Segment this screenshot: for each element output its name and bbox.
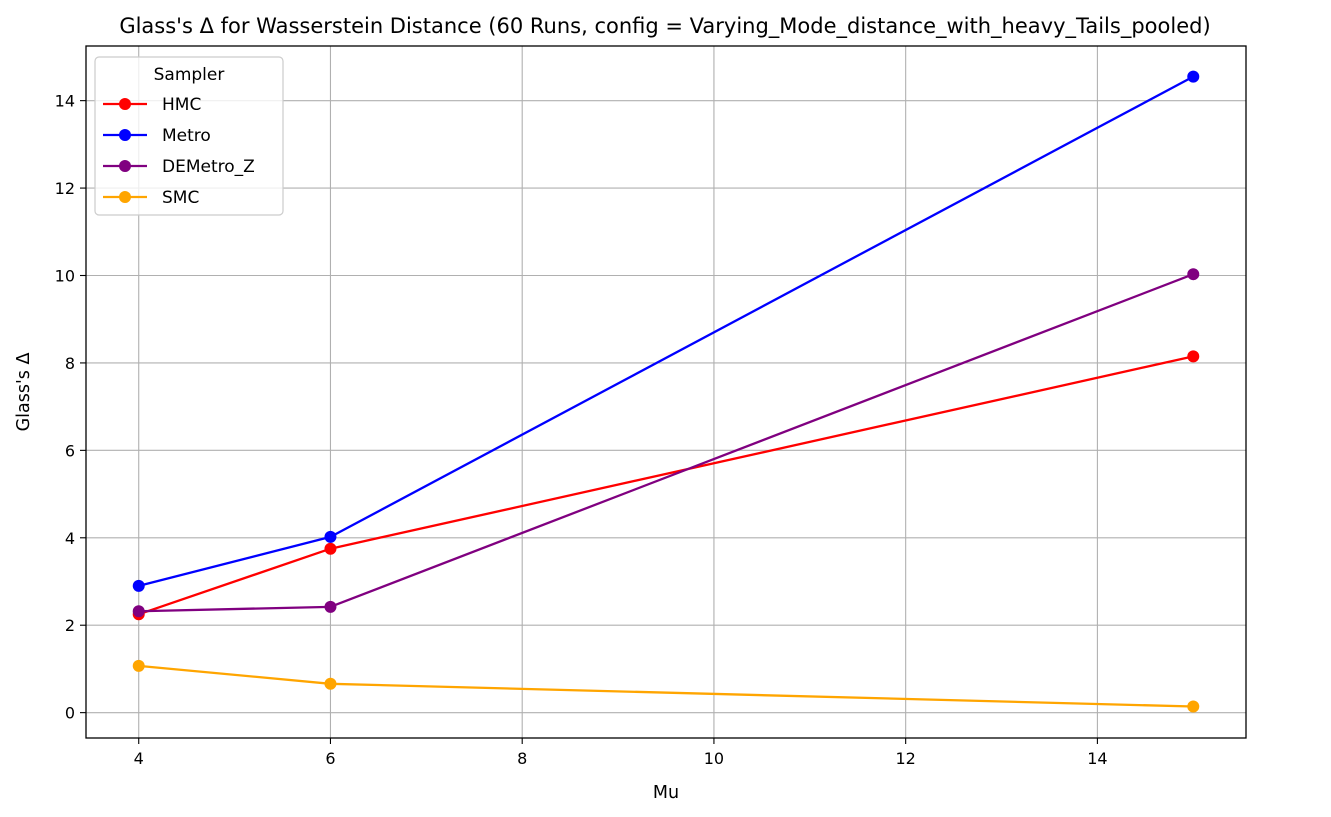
legend-title: Sampler	[154, 65, 225, 85]
legend-marker-metro	[119, 129, 131, 141]
data-point-smc	[324, 677, 337, 690]
data-point-hmc	[324, 542, 337, 555]
legend-label-hmc: HMC	[162, 95, 201, 115]
data-point-demetro-z	[1187, 268, 1200, 281]
y-tick-label: 8	[65, 354, 75, 373]
legend-item-hmc: HMC	[103, 95, 201, 115]
series-demetro-z	[132, 268, 1200, 618]
y-tick-label: 6	[65, 441, 75, 460]
legend-label-smc: SMC	[162, 188, 199, 208]
x-tick-label: 10	[704, 749, 724, 768]
x-tick-label: 8	[517, 749, 527, 768]
y-axis-label: Glass's Δ	[14, 353, 34, 432]
legend-item-smc: SMC	[103, 188, 199, 208]
grid-lines	[86, 46, 1246, 738]
x-axis-label: Mu	[653, 783, 679, 803]
data-point-metro	[132, 579, 145, 592]
data-point-demetro-z	[132, 605, 145, 618]
legend-marker-smc	[119, 191, 131, 203]
y-tick-label: 10	[55, 267, 75, 286]
data-point-smc	[1187, 700, 1200, 713]
plot-frame	[85, 45, 1247, 739]
legend-marker-demetro-z	[119, 160, 131, 172]
x-tick-label: 14	[1087, 749, 1107, 768]
legend-item-metro: Metro	[103, 126, 211, 146]
series-metro	[132, 70, 1200, 592]
x-tick-label: 12	[895, 749, 915, 768]
chart-title: Glass's Δ for Wasserstein Distance (60 R…	[119, 14, 1210, 39]
legend-item-demetro-z: DEMetro_Z	[103, 157, 255, 177]
y-tick-label: 12	[55, 179, 75, 198]
x-tick-label: 6	[325, 749, 335, 768]
y-tick-label: 2	[65, 616, 75, 635]
data-point-metro	[324, 530, 337, 543]
series-smc	[132, 659, 1200, 713]
y-tick-label: 14	[55, 92, 75, 111]
data-point-metro	[1187, 70, 1200, 83]
y-tick-label: 4	[65, 529, 75, 548]
legend-box	[94, 56, 284, 216]
series-layer	[132, 70, 1200, 713]
legend: Sampler HMC Metro DEMetro_Z SMC	[94, 56, 284, 216]
data-point-hmc	[1187, 350, 1200, 363]
legend-label-demetro-z: DEMetro_Z	[162, 157, 255, 177]
data-point-smc	[132, 659, 145, 672]
axis-ticks: 4 6 8 10 12 14 0 2 4 6 8 10 12 14	[55, 92, 1108, 768]
legend-marker-hmc	[119, 98, 131, 110]
y-tick-label: 0	[65, 704, 75, 723]
data-point-demetro-z	[324, 600, 337, 613]
legend-label-metro: Metro	[162, 126, 211, 146]
x-tick-label: 4	[134, 749, 144, 768]
